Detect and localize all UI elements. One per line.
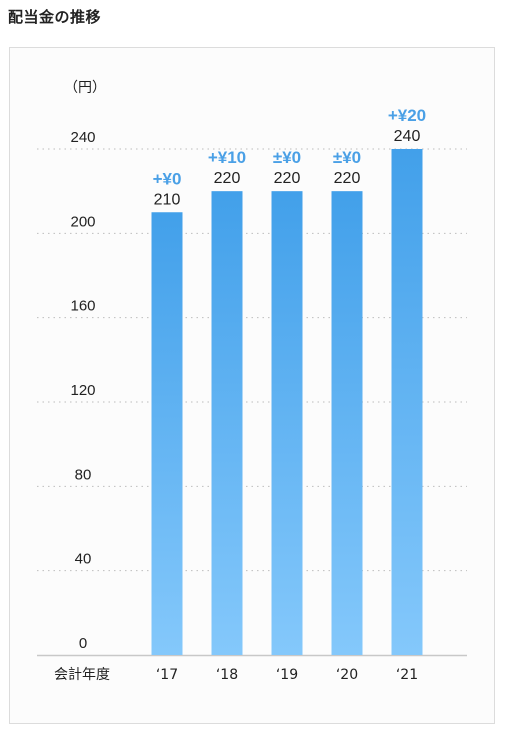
x-tick-label: ‘20 [336,667,358,683]
bar-5 [391,149,423,655]
bar-value-label: 220 [334,170,361,187]
y-tick-label: 240 [70,129,95,146]
y-tick-label: 40 [75,551,92,568]
bar-change-label: ±¥0 [333,148,361,167]
bar-change-label: ±¥0 [273,148,301,167]
y-tick-label: 200 [70,213,95,230]
y-axis-unit-label: （円） [64,80,106,96]
y-tick-label: 160 [70,298,95,315]
y-tick-label: 0 [79,635,87,652]
bar-change-label: +¥10 [208,148,246,167]
bar-value-label: 220 [214,170,241,187]
bar-change-label: +¥0 [153,169,182,188]
bar-3 [271,191,303,655]
bar-value-label: 210 [154,191,181,208]
page-title: 配当金の推移 [8,8,102,26]
bar-1 [151,212,183,655]
y-tick-label: 120 [70,382,95,399]
bar-value-label: 240 [394,128,421,145]
bar-4 [331,191,363,655]
x-tick-label: ‘19 [276,667,298,683]
x-tick-label: ‘17 [156,667,178,683]
bar-change-label: +¥20 [388,106,426,125]
y-tick-label: 80 [75,466,92,483]
bar-value-label: 220 [274,170,301,187]
x-tick-label: ‘18 [216,667,238,683]
x-axis-label: 会計年度 [54,667,110,683]
bar-2 [211,191,243,655]
x-tick-label: ‘21 [396,667,418,683]
